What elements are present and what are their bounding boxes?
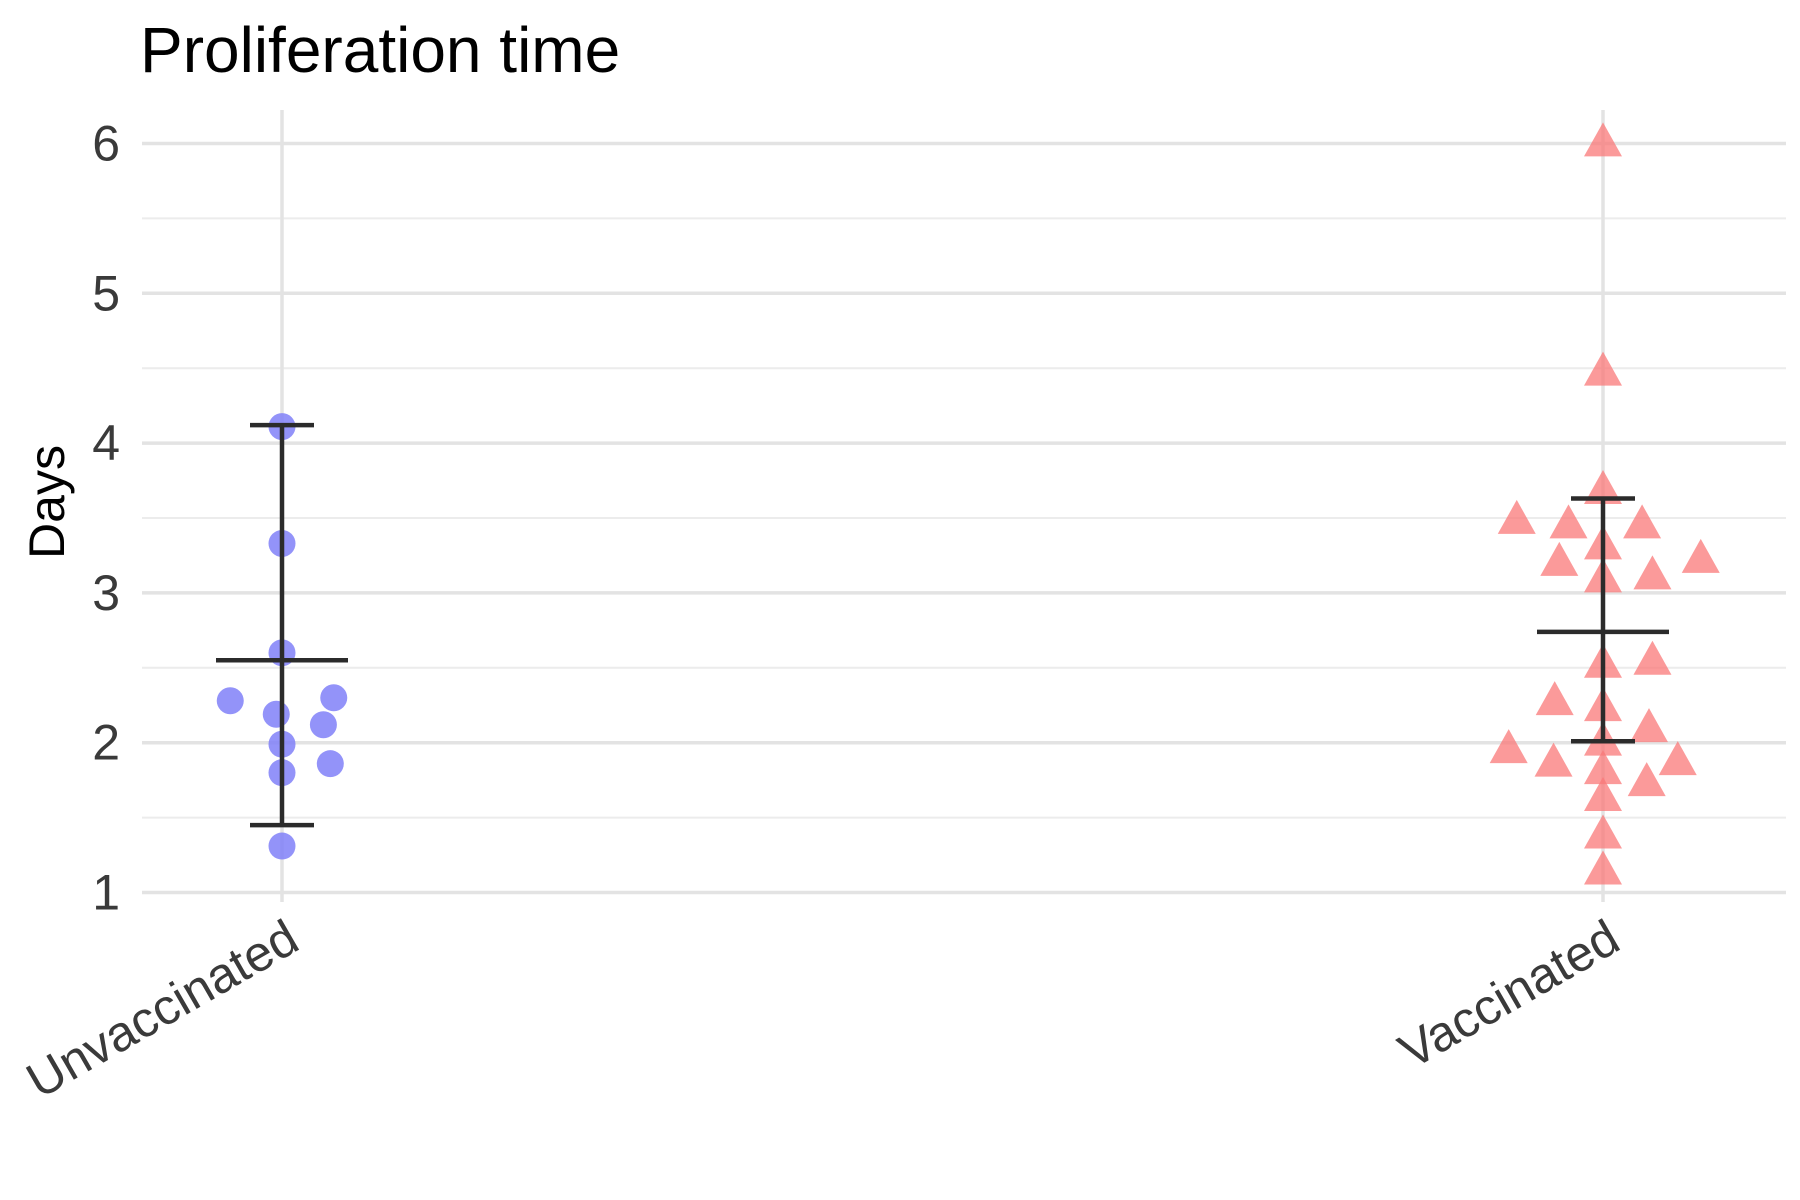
data-point-unvaccinated bbox=[309, 711, 337, 739]
data-point-vaccinated bbox=[1630, 708, 1668, 743]
data-point-unvaccinated bbox=[316, 750, 344, 778]
data-point-vaccinated bbox=[1584, 469, 1622, 504]
plot-area bbox=[216, 122, 1720, 885]
data-point-unvaccinated bbox=[268, 832, 296, 860]
data-point-vaccinated bbox=[1584, 351, 1622, 386]
y-tick-label: 1 bbox=[92, 865, 120, 921]
data-point-unvaccinated bbox=[262, 700, 290, 728]
y-tick-label: 6 bbox=[92, 116, 120, 172]
data-point-vaccinated bbox=[1584, 850, 1622, 885]
error-bars bbox=[216, 422, 1669, 828]
data-point-vaccinated bbox=[1535, 681, 1574, 716]
y-tick-label: 2 bbox=[92, 715, 120, 771]
data-point-vaccinated bbox=[1540, 541, 1579, 576]
data-point-unvaccinated bbox=[320, 684, 348, 712]
data-point-vaccinated bbox=[1534, 742, 1573, 777]
data-point-vaccinated bbox=[1627, 762, 1666, 797]
data-point-vaccinated bbox=[1681, 538, 1720, 573]
data-point-vaccinated bbox=[1549, 504, 1588, 539]
x-tick-label: Vaccinated bbox=[1389, 909, 1628, 1079]
y-tick-label: 3 bbox=[92, 565, 120, 621]
data-point-vaccinated bbox=[1623, 504, 1662, 539]
data-point-vaccinated bbox=[1584, 750, 1622, 785]
y-tick-label: 4 bbox=[92, 415, 120, 471]
data-point-vaccinated bbox=[1489, 729, 1528, 764]
axes: 1 2 3 4 5 6 Unvaccinated Vaccinated bbox=[17, 116, 1628, 1110]
data-point-vaccinated bbox=[1497, 499, 1536, 534]
data-point-vaccinated bbox=[1658, 741, 1697, 776]
data-point-unvaccinated bbox=[216, 687, 244, 715]
grid bbox=[142, 110, 1786, 902]
y-axis-label: Days bbox=[19, 445, 75, 559]
data-point-vaccinated bbox=[1633, 555, 1672, 590]
data-point-vaccinated bbox=[1584, 777, 1622, 812]
chart-title: Proliferation time bbox=[140, 14, 620, 86]
data-point-vaccinated bbox=[1584, 814, 1622, 849]
x-tick-label: Unvaccinated bbox=[17, 909, 307, 1109]
data-point-vaccinated bbox=[1633, 640, 1672, 675]
data-point-vaccinated bbox=[1584, 122, 1622, 157]
y-tick-label: 5 bbox=[92, 265, 120, 321]
